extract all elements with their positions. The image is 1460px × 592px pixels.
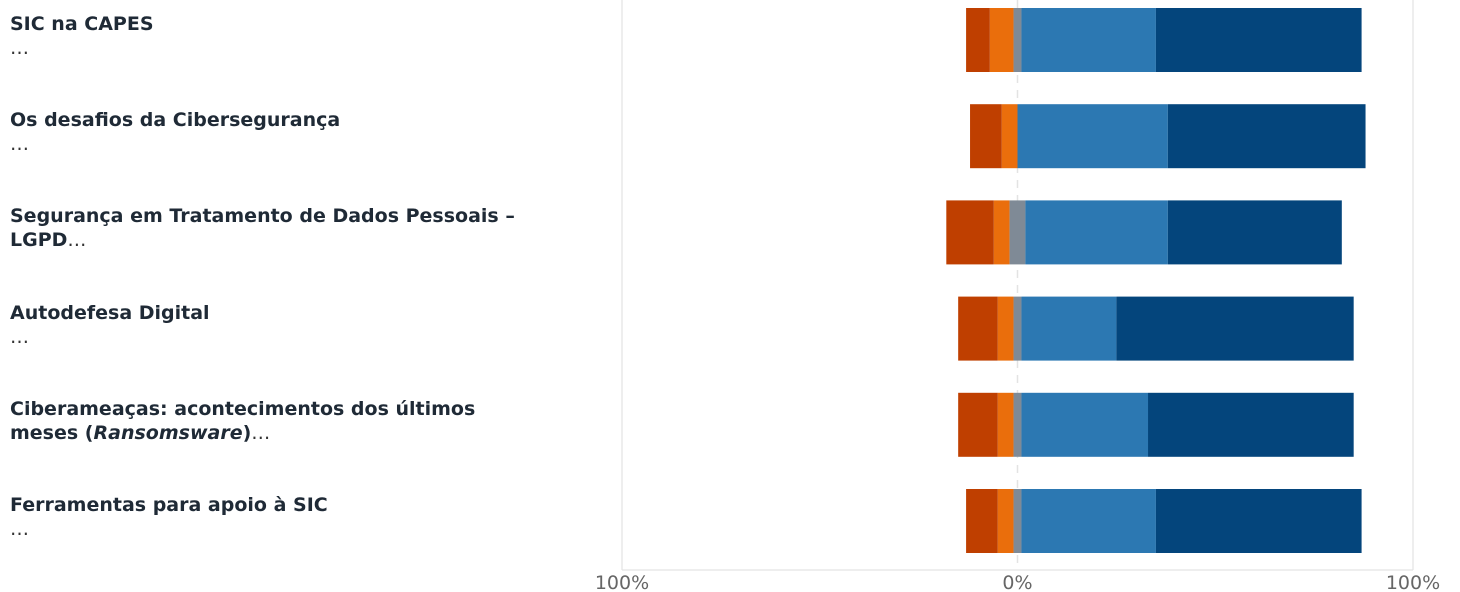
- bar-segment-positive: [1167, 104, 1366, 169]
- bar-segment-neutral: [1013, 489, 1022, 553]
- bar-segment-positive: [1021, 489, 1156, 553]
- bar-segment-positive: [1021, 8, 1156, 72]
- bar-row: [946, 200, 1342, 265]
- bar-segment-negative: [946, 200, 994, 265]
- bar-row: [958, 296, 1354, 361]
- row-label-line1: SIC na CAPES: [10, 13, 154, 35]
- bar-segment-negative: [970, 104, 1002, 169]
- bar-segment-negative: [958, 392, 998, 457]
- row-label-ellipsis: …: [10, 325, 29, 348]
- row-label-line1: Segurança em Tratamento de Dados Pessoai…: [10, 205, 515, 228]
- row-label-line2: …: [10, 325, 600, 349]
- row-label-ellipsis: …: [10, 518, 29, 540]
- x-tick-label: 0%: [1002, 572, 1032, 592]
- bar-segment-negative: [958, 296, 998, 361]
- row-label-line2-emphasis: Ransomsware: [93, 421, 243, 444]
- row-label-line1: Ciberameaças: acontecimentos dos últimos: [10, 397, 476, 420]
- bar-row: [966, 489, 1362, 553]
- row-label-ellipsis: …: [10, 133, 29, 156]
- row-label: Segurança em Tratamento de Dados Pessoai…: [10, 204, 600, 252]
- bar-row: [970, 104, 1366, 169]
- bar-segment-negative: [989, 8, 1014, 72]
- bar-segment-negative: [993, 200, 1010, 265]
- row-label: Ferramentas para apoio à SIC…: [10, 493, 600, 541]
- bar-segment-neutral: [1013, 392, 1022, 457]
- bar-segment-positive: [1155, 8, 1362, 72]
- bar-segment-negative: [997, 296, 1014, 361]
- row-label-line2: …: [10, 132, 600, 156]
- bar-segment-positive: [1116, 296, 1354, 361]
- row-label-line1: Autodefesa Digital: [10, 301, 210, 324]
- bar-row: [966, 8, 1362, 72]
- row-label-ellipsis: …: [10, 37, 29, 59]
- bar-segment-positive: [1017, 104, 1168, 169]
- row-label: SIC na CAPES…: [10, 12, 600, 60]
- row-label-line2: …: [10, 517, 600, 541]
- bar-segment-neutral: [1009, 200, 1026, 265]
- bar-segment-negative: [997, 392, 1014, 457]
- row-label-line1: Os desafios da Cibersegurança: [10, 109, 341, 132]
- row-label: Os desafios da Cibersegurança…: [10, 108, 600, 156]
- bar-segment-positive: [1021, 296, 1117, 361]
- row-label-ellipsis: …: [67, 229, 87, 252]
- row-label-ellipsis: …: [251, 421, 271, 444]
- row-label-line1: Ferramentas para apoio à SIC: [10, 494, 328, 516]
- bar-segment-negative: [1001, 104, 1018, 169]
- bar-segment-positive: [1021, 392, 1149, 457]
- bar-segment-negative: [997, 489, 1014, 553]
- row-label: Autodefesa Digital…: [10, 301, 600, 349]
- bar-segment-positive: [1167, 200, 1342, 265]
- x-tick-label: 100%: [595, 572, 649, 592]
- bar-segment-negative: [966, 489, 998, 553]
- bar-segment-neutral: [1013, 296, 1022, 361]
- bar-segment-negative: [966, 8, 990, 72]
- x-tick-label: 100%: [1386, 572, 1440, 592]
- row-label-line2: meses (Ransomsware)…: [10, 421, 600, 445]
- row-label-line2-text: LGPD: [10, 229, 68, 252]
- row-label-line2-text: meses (Ransomsware): [10, 421, 252, 444]
- bar-segment-positive: [1025, 200, 1168, 265]
- row-label-line2: …: [10, 36, 600, 60]
- row-label: Ciberameaças: acontecimentos dos últimos…: [10, 397, 600, 445]
- row-label-line2: LGPD…: [10, 228, 600, 252]
- bar-segment-neutral: [1013, 8, 1022, 72]
- bar-segment-positive: [1148, 392, 1354, 457]
- bar-segment-positive: [1155, 489, 1362, 553]
- bar-row: [958, 392, 1354, 457]
